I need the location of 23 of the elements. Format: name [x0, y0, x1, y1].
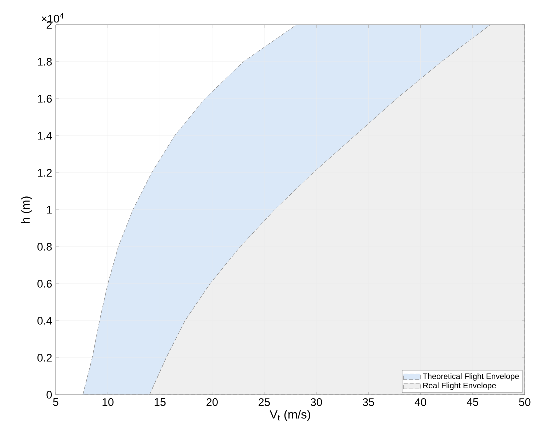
- y-tick-label: 0.2: [38, 354, 52, 362]
- x-tick-label: 15: [154, 398, 166, 406]
- x-axis-title: V$_{t}$ (m/s): [270, 410, 310, 422]
- y-tick-label: 0: [46, 391, 52, 399]
- y-tick-label: 1.8: [38, 58, 52, 66]
- y-tick-label: 1.6: [38, 95, 52, 103]
- x-tick-label: 30: [310, 398, 322, 406]
- x-tick-label: 5: [53, 398, 59, 406]
- x-tick-label: 35: [362, 398, 374, 406]
- text: ×10$^{4}$: [42, 13, 64, 23]
- y-tick-label: 0.4: [38, 317, 52, 325]
- y-axis-title: h (m): [21, 196, 32, 224]
- y-tick-label: 0.6: [38, 280, 52, 288]
- x-tick-label: 10: [102, 398, 114, 406]
- y-tick-label: 1.4: [38, 132, 52, 140]
- y-tick-label: 1.2: [38, 169, 52, 177]
- y-tick-label: 1: [47, 206, 52, 214]
- x-tick-label: 50: [519, 398, 531, 406]
- x-tick-label: 40: [414, 398, 426, 406]
- y-tick-label: 0.8: [38, 243, 52, 251]
- x-tick-label: 45: [467, 398, 479, 406]
- x-tick-label: 20: [206, 398, 218, 406]
- x-tick-label: 25: [258, 398, 270, 406]
